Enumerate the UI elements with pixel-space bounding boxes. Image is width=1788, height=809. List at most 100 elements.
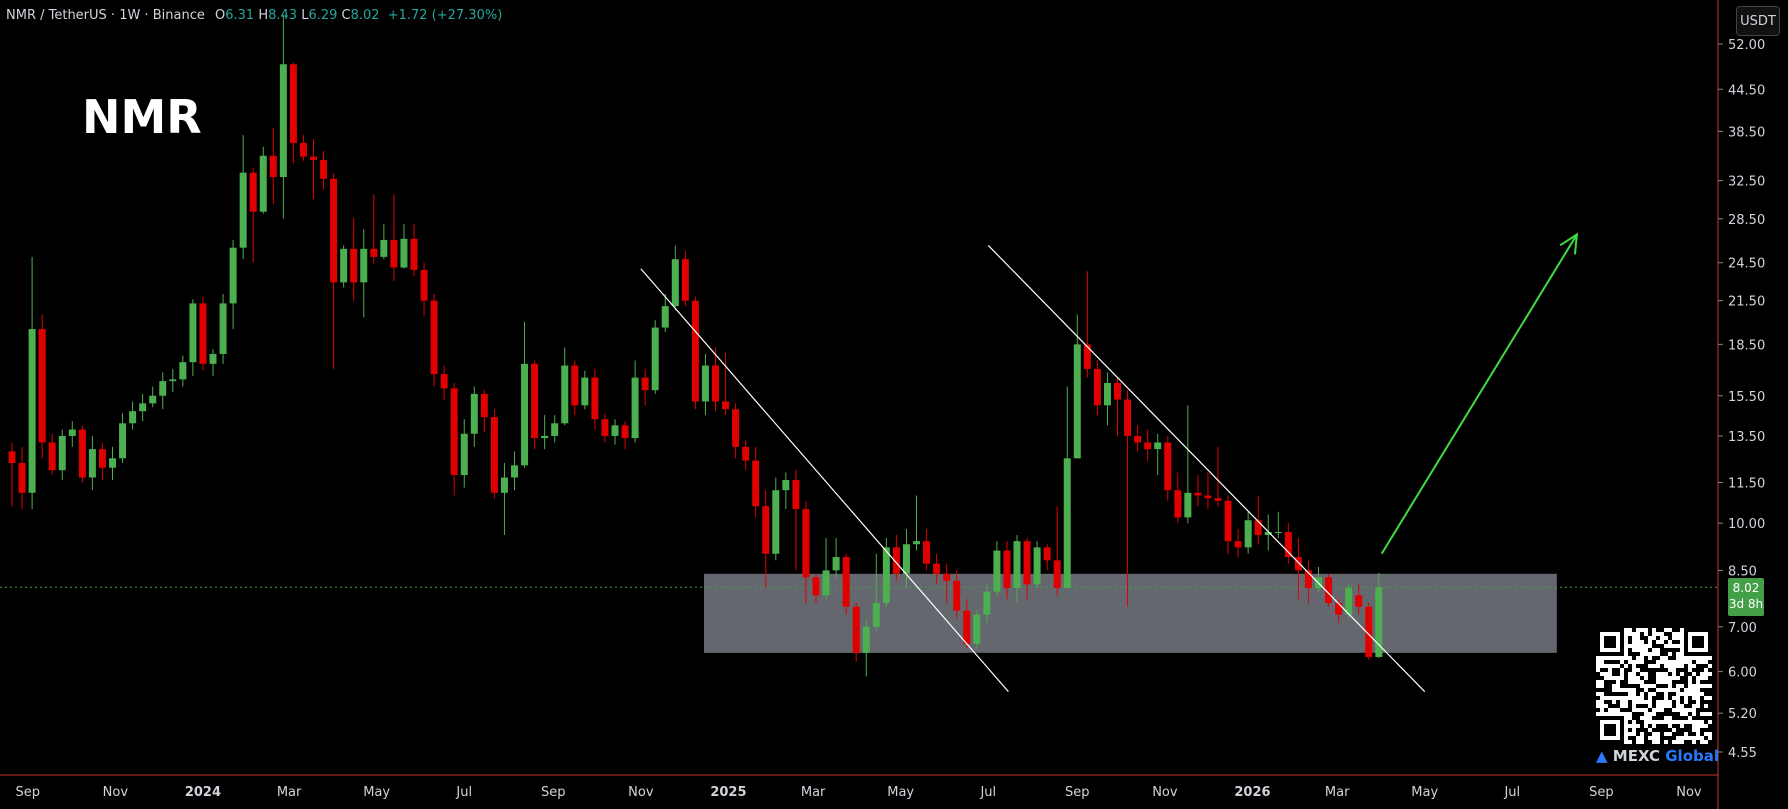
candle-body xyxy=(862,626,870,653)
qr-module xyxy=(1608,660,1612,664)
candle-body xyxy=(581,377,589,406)
qr-module xyxy=(1700,688,1704,692)
qr-module xyxy=(1628,728,1632,732)
qr-module xyxy=(1636,692,1640,696)
qr-module xyxy=(1688,712,1692,716)
y-tick-label: 21.50 xyxy=(1728,295,1765,310)
qr-module xyxy=(1644,660,1648,664)
candle-body xyxy=(681,259,689,301)
low-label: L xyxy=(301,8,309,23)
qr-module xyxy=(1708,660,1712,664)
candle-body xyxy=(58,435,66,471)
qr-module xyxy=(1656,692,1660,696)
qr-module xyxy=(1628,736,1632,740)
qr-module xyxy=(1656,656,1660,660)
qr-module xyxy=(1676,728,1680,732)
candle-body xyxy=(129,411,137,424)
candle-body xyxy=(1375,587,1383,657)
qr-module xyxy=(1608,700,1612,704)
qr-module xyxy=(1704,688,1708,692)
y-tick-label: 10.00 xyxy=(1728,517,1765,532)
candle-body xyxy=(269,155,277,178)
qr-module xyxy=(1608,680,1612,684)
qr-module xyxy=(1688,728,1692,732)
qr-module xyxy=(1636,652,1640,656)
candle-body xyxy=(1214,498,1222,501)
qr-module xyxy=(1672,736,1676,740)
candle-body xyxy=(611,425,619,436)
qr-module xyxy=(1680,716,1684,720)
candle-body xyxy=(531,363,539,439)
candle-body xyxy=(1264,531,1272,536)
qr-module xyxy=(1700,732,1704,736)
candle-body xyxy=(48,442,56,471)
x-tick-label: Jul xyxy=(1503,785,1520,800)
qr-module xyxy=(1640,728,1644,732)
candle-body xyxy=(1103,382,1111,406)
last-price-value: 8.02 xyxy=(1732,581,1760,595)
qr-module xyxy=(1644,668,1648,672)
qr-module xyxy=(1632,740,1636,744)
qr-module xyxy=(1656,712,1660,716)
qr-module xyxy=(1664,736,1668,740)
candle-body xyxy=(1294,557,1302,571)
qr-module xyxy=(1596,688,1600,692)
qr-module xyxy=(1628,648,1632,652)
qr-finder-core xyxy=(1692,636,1704,648)
qr-module xyxy=(1704,728,1708,732)
candle-body xyxy=(973,614,981,644)
qr-module xyxy=(1604,692,1608,696)
candle-body xyxy=(1164,442,1172,491)
qr-module xyxy=(1672,692,1676,696)
qr-module xyxy=(1676,680,1680,684)
candle-body xyxy=(953,580,961,611)
qr-module xyxy=(1672,640,1676,644)
currency-button[interactable]: USDT xyxy=(1736,6,1780,36)
candle-body xyxy=(390,239,398,268)
qr-module xyxy=(1636,728,1640,732)
candle-body xyxy=(179,362,187,380)
qr-module xyxy=(1664,632,1668,636)
qr-module xyxy=(1692,676,1696,680)
qr-module xyxy=(1624,692,1628,696)
y-tick-label: 5.20 xyxy=(1728,707,1757,722)
candle-body xyxy=(551,423,559,436)
candle-body xyxy=(1274,531,1282,533)
candle-body xyxy=(159,381,167,396)
candle-body xyxy=(1043,547,1051,561)
qr-module xyxy=(1636,684,1640,688)
qr-module xyxy=(1668,648,1672,652)
qr-module xyxy=(1684,716,1688,720)
trendline xyxy=(640,268,1009,693)
qr-module xyxy=(1696,668,1700,672)
candle-body xyxy=(430,300,438,375)
qr-module xyxy=(1652,680,1656,684)
qr-module xyxy=(1688,704,1692,708)
qr-module xyxy=(1644,728,1648,732)
qr-module xyxy=(1696,716,1700,720)
qr-module xyxy=(1616,668,1620,672)
qr-module xyxy=(1664,684,1668,688)
y-tick-label: 8.50 xyxy=(1728,564,1757,579)
candle-body xyxy=(842,557,850,607)
candle-body xyxy=(450,388,458,476)
qr-module xyxy=(1652,656,1656,660)
qr-module xyxy=(1632,716,1636,720)
qr-module xyxy=(1692,668,1696,672)
qr-module xyxy=(1696,664,1700,668)
qr-module xyxy=(1596,672,1600,676)
qr-module xyxy=(1680,700,1684,704)
qr-module xyxy=(1676,640,1680,644)
candle-body xyxy=(98,449,106,468)
qr-module xyxy=(1652,716,1656,720)
qr-module xyxy=(1648,648,1652,652)
qr-module xyxy=(1648,672,1652,676)
qr-module xyxy=(1632,628,1636,632)
qr-module xyxy=(1672,716,1676,720)
candle-body xyxy=(571,365,579,406)
qr-module xyxy=(1652,640,1656,644)
qr-module xyxy=(1660,664,1664,668)
qr-module xyxy=(1676,712,1680,716)
